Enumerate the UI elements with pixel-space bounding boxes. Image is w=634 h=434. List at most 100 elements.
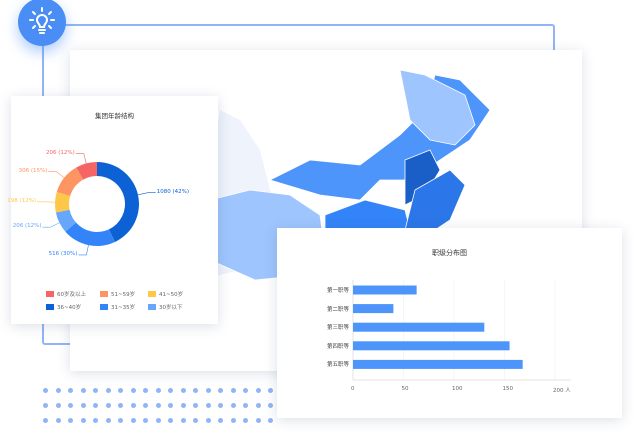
dot [118, 403, 123, 408]
dot [80, 403, 86, 408]
dot [68, 388, 73, 393]
slice-label: 206 (12%) [12, 223, 42, 230]
dot [230, 418, 236, 423]
dot [205, 403, 211, 408]
bar[interactable] [353, 322, 485, 332]
connector-line-top [60, 24, 555, 64]
slice-label: 206 (12%) [46, 149, 75, 156]
label-leader-line [48, 171, 65, 179]
y-category-label: 第五职等 [326, 362, 349, 369]
y-category-label: 第三职等 [326, 325, 349, 332]
bar[interactable] [353, 304, 394, 314]
legend-label: 31~35岁 [111, 305, 136, 311]
legend-swatch [46, 291, 54, 297]
dot [180, 418, 186, 423]
donut-slice[interactable] [97, 162, 139, 242]
dot [218, 388, 223, 393]
dot [168, 418, 173, 423]
dot [268, 403, 273, 408]
legend-label: 41~50岁 [159, 292, 184, 298]
dot [93, 403, 98, 408]
legend-swatch [148, 291, 156, 297]
x-tick-label: 50 [401, 386, 409, 392]
dot [230, 403, 236, 408]
dot [193, 403, 198, 408]
dot [255, 418, 261, 423]
donut-slice[interactable] [76, 162, 97, 180]
label-leader-line [78, 245, 89, 256]
dot [130, 388, 136, 393]
slice-label: 1080 (42%) [156, 188, 189, 195]
y-category-label: 第一职等 [326, 288, 349, 294]
legend-label: 51~59岁 [111, 292, 136, 298]
map-region [399, 69, 476, 146]
dot [80, 388, 86, 393]
label-leader-line [75, 153, 87, 164]
age-structure-card: 集团年龄结构 1080 (42%) 516 (30%) 206 (12%) 198 (… [7, 96, 218, 324]
bar[interactable] [353, 285, 417, 295]
y-category-label: 第二职等 [326, 306, 349, 313]
x-tick-label: 200 人 [553, 388, 571, 394]
dot [243, 388, 248, 393]
dot [168, 388, 173, 393]
dot [118, 388, 123, 393]
slice-label: 198 (12%) [7, 197, 37, 204]
dot [55, 388, 61, 393]
dot [93, 388, 98, 393]
legend-swatch [100, 291, 108, 297]
slice-label: 306 (15%) [18, 167, 48, 174]
dot [243, 418, 248, 423]
dot [155, 388, 161, 393]
rank-distribution-card: 职级分布图 0 50 100 150 200 人 第一职等 第二职等 第三职等 第四职等 第五职等 [277, 228, 622, 418]
legend-label: 36~40岁 [57, 305, 82, 311]
dot [143, 403, 148, 408]
dot [193, 388, 198, 393]
dot [155, 403, 161, 408]
dot [143, 418, 148, 423]
x-tick-label: 100 [452, 386, 463, 392]
bar[interactable] [353, 341, 510, 351]
dot [55, 418, 61, 423]
dot [268, 388, 273, 393]
dot [218, 418, 223, 423]
donut-slice[interactable] [65, 222, 115, 246]
rank-bar-chart [352, 280, 571, 381]
dot [80, 418, 86, 423]
rank-chart-title: 职级分布图 [432, 249, 467, 257]
bar[interactable] [353, 359, 523, 369]
dot [230, 388, 236, 393]
legend-swatch [148, 304, 156, 310]
age-donut-chart [37, 153, 156, 256]
dot [255, 388, 261, 393]
dot [105, 403, 111, 408]
dot [130, 418, 136, 423]
dot [130, 403, 136, 408]
slice-label: 516 (30%) [48, 250, 78, 257]
dot [255, 403, 261, 408]
label-leader-line [42, 222, 60, 228]
dot [55, 403, 61, 408]
dot [118, 418, 123, 423]
dot [168, 403, 173, 408]
dot [180, 388, 186, 393]
donut-slice[interactable] [55, 209, 76, 232]
dot [193, 418, 198, 423]
dot [268, 418, 273, 423]
dot [68, 418, 73, 423]
dot [68, 403, 73, 408]
dot [143, 388, 148, 393]
age-chart-title: 集团年龄结构 [95, 112, 134, 120]
dot [243, 403, 248, 408]
donut-slice[interactable] [56, 167, 84, 196]
donut-slice[interactable] [55, 191, 71, 213]
dot [43, 403, 48, 408]
legend-label: 30岁以下 [159, 305, 183, 311]
legend-label: 60岁及以上 [57, 292, 86, 298]
dot [43, 418, 48, 423]
dot [105, 388, 111, 393]
y-category-label: 第四职等 [326, 343, 349, 350]
dot [43, 388, 48, 393]
dot [205, 418, 211, 423]
dot [93, 418, 98, 423]
dot [105, 418, 111, 423]
